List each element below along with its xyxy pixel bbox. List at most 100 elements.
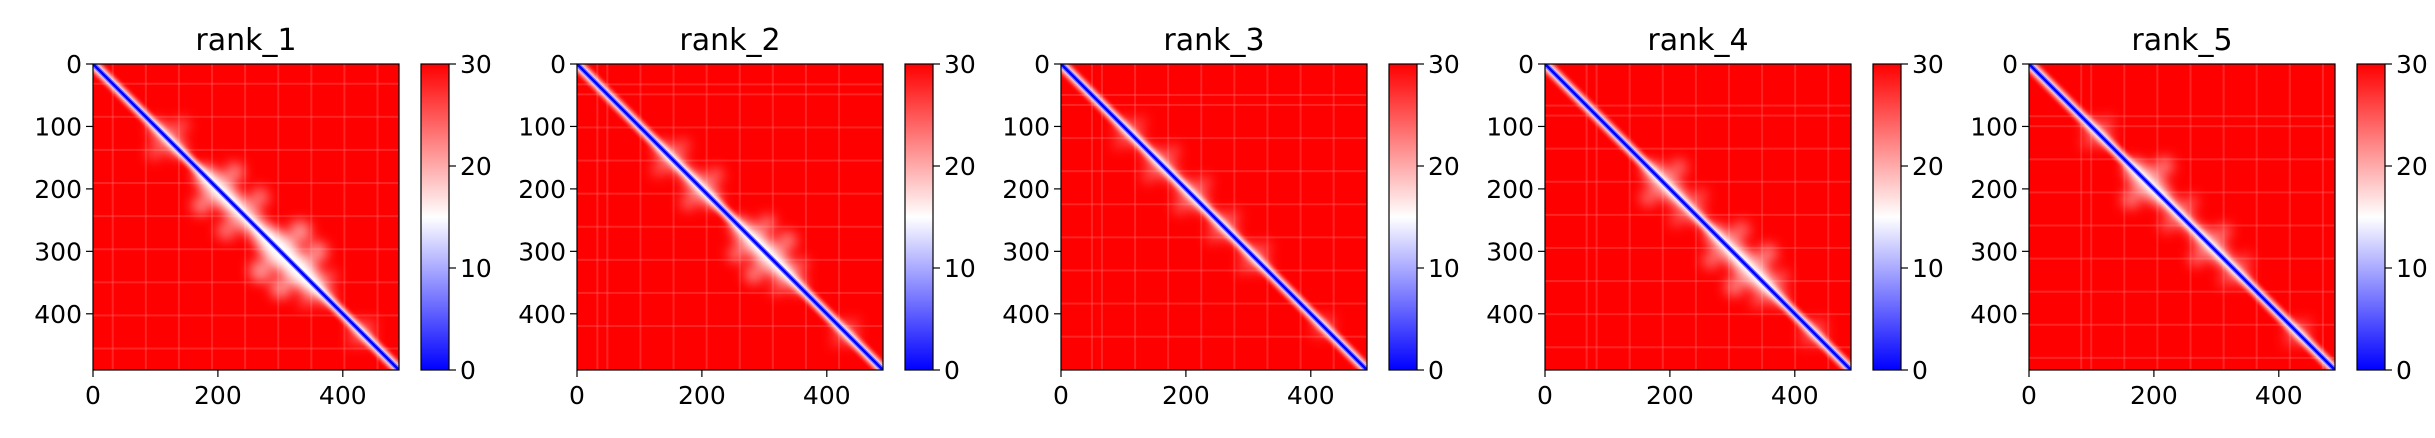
chart-title: rank_1 [195,23,296,58]
heatmap-cluster [770,281,785,296]
heatmap-texture-band [2029,125,2335,128]
colorbar-tick-label: 0 [944,356,960,385]
heatmap-cluster [1669,158,1688,177]
axes-frame [1544,63,1852,371]
heatmap-cluster [1258,240,1272,254]
heatmap-cluster [1639,188,1658,207]
colorbar-tick-label: 20 [2396,152,2428,181]
colorbar-tick-label: 20 [1912,152,1944,181]
heatmap-cluster [1757,243,1778,264]
heatmap-cluster [707,167,724,184]
heatmap-cluster [2102,116,2115,129]
heatmap-cluster [249,259,273,283]
heatmap-cluster [849,318,860,329]
x-tick-label: 200 [2130,381,2178,410]
colorbar-tick-label: 30 [460,50,492,79]
heatmap-texture-band [93,148,399,151]
heatmap-texture-band [1761,64,1764,370]
heatmap-texture-band [1545,147,1851,150]
heatmap-panel: rank_5 0 200 400 0 100 200 300 400 0 10 20 30 [1970,23,2428,410]
heatmap-texture-band [2321,64,2324,370]
heatmap-cluster [1750,293,1765,308]
heatmap-cluster [1724,276,1745,297]
heatmap-cluster [1113,137,1126,150]
y-tick-label: 300 [518,237,566,266]
x-tick-label: 0 [1053,381,1069,410]
heatmap-texture-band [1061,302,1367,305]
heatmap-cluster [2154,156,2174,176]
heatmap-texture-band [1090,64,1093,370]
y-tick-label: 300 [1002,237,1050,266]
colorbar-tick-label: 10 [944,254,976,283]
heatmap-texture-band [1827,64,1830,370]
heatmap-texture-band [577,192,883,195]
colorbar-tick-label: 30 [1912,50,1944,79]
heatmap-texture-band [1585,64,1588,370]
heatmap-texture-band [577,126,883,129]
heatmap-cluster [306,241,328,263]
x-tick-label: 200 [194,381,242,410]
heatmap-texture-band [1545,246,1851,249]
heatmap-texture-band [1061,137,1367,140]
colorbar-tick-label: 20 [944,152,976,181]
x-tick-label: 200 [1646,381,1694,410]
x-tick-label: 0 [569,381,585,410]
heatmap-cluster [2239,253,2252,266]
heatmap-texture-band [577,291,883,294]
heatmap-texture-band [310,64,313,370]
heatmap-texture-band [1134,64,1137,370]
chart-title: rank_2 [679,23,780,58]
heatmap-texture-band [1794,64,1797,370]
heatmap-cluster [1141,168,1156,183]
colorbar-tick-label: 30 [944,50,976,79]
heatmap-cluster [1693,188,1708,203]
heatmap-texture-band [2029,115,2335,118]
heatmap-cluster [2159,218,2174,233]
heatmap-texture-band [1545,280,1851,283]
heatmap-panel: rank_1 0 200 400 0 100 200 300 400 0 10 20 30 [34,23,492,410]
heatmap-cluster [831,336,842,347]
heatmap-cluster [224,162,245,183]
x-tick-label: 0 [85,381,101,410]
heatmap-cluster [1173,200,1188,215]
heatmap-texture-band [93,82,399,85]
heatmap-texture-band [1061,203,1367,206]
y-tick-label: 300 [1970,237,2018,266]
x-tick-label: 200 [678,381,726,410]
heatmap-cluster [1237,261,1251,275]
heatmap-cluster [365,318,376,329]
heatmap-panel: rank_3 0 200 400 0 100 200 300 400 0 10 20 30 [1002,23,1460,410]
heatmap-texture-band [1061,103,1367,106]
y-tick-label: 0 [1518,50,1534,79]
colorbar [904,63,934,371]
y-tick-label: 300 [1486,237,1534,266]
heatmap-texture-band [577,225,883,228]
colorbar [2356,63,2386,371]
heatmap-cluster [1669,212,1684,227]
heatmap-texture-band [1061,170,1367,173]
colorbar-tick-label: 0 [2396,356,2412,385]
y-tick-label: 400 [1970,300,2018,329]
axes-frame [1060,63,1368,371]
x-tick-label: 400 [803,381,851,410]
heatmap-cluster [1227,209,1240,222]
heatmap-texture-band [577,159,883,162]
heatmap-texture-band [1299,64,1302,370]
heatmap-texture-band [577,258,883,261]
heatmap-texture-band [2080,64,2083,370]
heatmap-cluster [1702,251,1720,269]
x-tick-label: 400 [2255,381,2303,410]
heatmap-texture-band [1061,93,1367,96]
colorbar-tick-label: 30 [1428,50,1460,79]
heatmap-texture-band [1545,346,1851,349]
heatmap-cluster [1206,230,1219,243]
heatmap-cluster [2121,189,2141,209]
heatmap-diagonal [2029,64,2335,370]
heatmap-texture-band [1727,64,1730,370]
y-tick-label: 200 [518,175,566,204]
heatmap-cluster [777,231,797,251]
heatmap-texture-band [93,182,399,185]
heatmap-cluster [2188,250,2205,267]
x-tick-label: 400 [1771,381,1819,410]
chart-title: rank_5 [2131,23,2232,58]
